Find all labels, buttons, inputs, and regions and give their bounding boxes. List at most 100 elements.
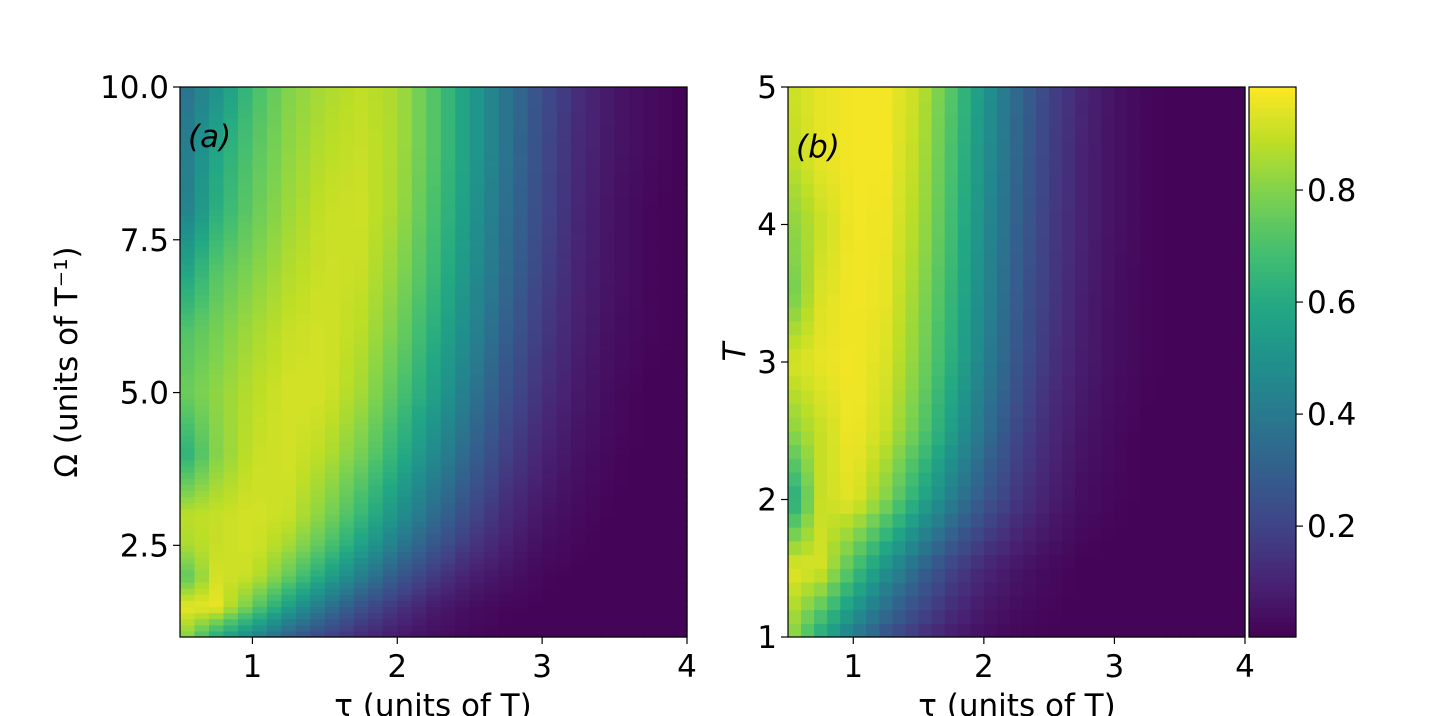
heatmap-cell (585, 258, 601, 265)
heatmap-cell (295, 343, 311, 351)
heatmap-cell (1231, 210, 1246, 226)
heatmap-cell (194, 423, 210, 430)
heatmap-cell (571, 612, 587, 620)
heatmap-cell (1140, 252, 1155, 267)
heatmap-cell (1062, 224, 1076, 239)
heatmap-cell (455, 490, 471, 498)
heatmap-cell (879, 100, 894, 116)
heatmap-cell (1192, 320, 1207, 336)
heatmap-cell (455, 172, 471, 180)
colorbar-segment (1249, 307, 1296, 313)
heatmap-cell (614, 624, 630, 632)
heatmap-cell (513, 380, 529, 388)
heatmap-cell (1114, 609, 1129, 624)
heatmap-cell (397, 123, 413, 131)
heatmap-cell (614, 233, 630, 241)
heatmap-cell (1049, 334, 1063, 349)
heatmap-cell (944, 568, 959, 583)
heatmap-cell (252, 203, 268, 210)
heatmap-cell (498, 148, 514, 155)
heatmap-cell (866, 472, 880, 487)
heatmap-cell (672, 392, 688, 400)
heatmap-cell (1075, 513, 1089, 528)
heatmap-cell (368, 349, 384, 357)
heatmap-cell (1049, 499, 1063, 514)
heatmap-cell (223, 105, 239, 113)
heatmap-cell (983, 513, 998, 528)
heatmap-cell (556, 239, 572, 247)
heatmap-cell (879, 128, 894, 143)
heatmap-cell (455, 313, 471, 320)
heatmap-cell (455, 197, 471, 204)
heatmap-cell (600, 172, 616, 180)
heatmap-cell (905, 444, 920, 459)
heatmap-cell (208, 398, 225, 406)
heatmap-cell (542, 197, 558, 204)
heatmap-cell (643, 435, 659, 443)
heatmap-cell (440, 276, 456, 284)
heatmap-cell (484, 392, 500, 400)
heatmap-cell (382, 227, 398, 235)
heatmap-cell (556, 307, 572, 314)
heatmap-cell (180, 142, 196, 149)
heatmap-cell (455, 374, 471, 381)
heatmap-cell (866, 623, 880, 638)
heatmap-cell (295, 276, 311, 284)
heatmap-cell (455, 557, 471, 565)
heatmap-cell (397, 453, 413, 461)
heatmap-cell (1192, 389, 1207, 404)
heatmap-cell (600, 233, 616, 241)
heatmap-cell (788, 169, 802, 184)
heatmap-cell (180, 111, 196, 119)
heatmap-cell (672, 209, 688, 216)
heatmap-cell (498, 276, 514, 284)
heatmap-cell (469, 197, 485, 204)
heatmap-cell (892, 472, 907, 487)
heatmap-cell (1192, 238, 1207, 253)
heatmap-cell (1088, 224, 1102, 239)
heatmap-cell (353, 307, 369, 314)
heatmap-cell (194, 172, 210, 180)
heatmap-cell (1153, 362, 1168, 377)
heatmap-cell (223, 423, 239, 430)
heatmap-cell (600, 111, 616, 119)
heatmap-cell (498, 282, 514, 290)
heatmap-cell (281, 392, 297, 400)
heatmap-cell (513, 99, 529, 106)
heatmap-cell (180, 99, 196, 106)
heatmap-cell (672, 252, 688, 259)
heatmap-cell (180, 453, 196, 461)
heatmap-cell (194, 325, 210, 333)
heatmap-cell (484, 325, 500, 333)
heatmap-cell (223, 368, 239, 375)
heatmap-cell (600, 496, 616, 504)
heatmap-cell (194, 215, 210, 223)
heatmap-cell (513, 484, 529, 491)
heatmap-cell (310, 380, 326, 388)
heatmap-cell (614, 349, 630, 357)
heatmap-cell (411, 502, 427, 510)
heatmap-cell (658, 148, 674, 155)
heatmap-cell (252, 410, 268, 418)
heatmap-cell (643, 129, 659, 137)
heatmap-cell (237, 386, 254, 394)
heatmap-cell (426, 264, 442, 271)
heatmap-cell (788, 87, 802, 102)
heatmap-cell (571, 245, 587, 253)
heatmap-cell (266, 600, 282, 608)
heatmap-cell (892, 100, 907, 116)
heatmap-cell (556, 160, 572, 168)
heatmap-cell (455, 417, 471, 424)
heatmap-cell (643, 551, 659, 559)
heatmap-cell (252, 325, 268, 333)
heatmap-cell (600, 245, 616, 253)
heatmap-cell (310, 429, 326, 436)
heatmap-cell (397, 398, 413, 406)
heatmap-cell (469, 630, 485, 638)
heatmap-cell (840, 582, 854, 597)
heatmap-cell (1023, 375, 1037, 391)
heatmap-cell (614, 551, 630, 559)
heatmap-cell (542, 508, 558, 516)
heatmap-cell (295, 600, 311, 608)
heatmap-cell (542, 386, 558, 394)
